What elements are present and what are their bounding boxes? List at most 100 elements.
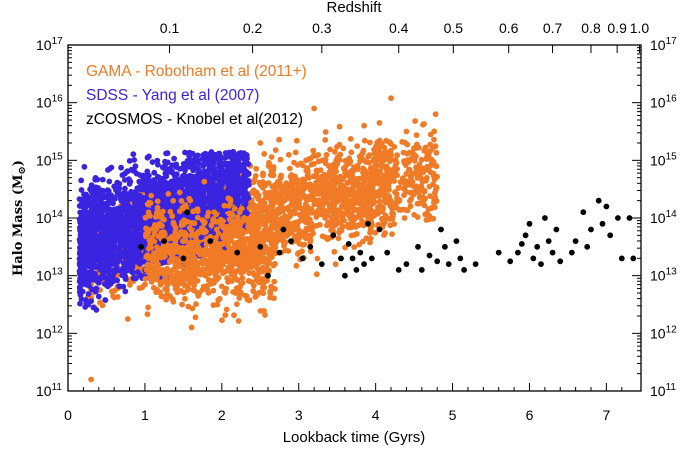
sdss-point <box>99 176 106 183</box>
sdss-point <box>237 150 244 156</box>
sdss-point <box>83 229 90 235</box>
gama-point <box>403 171 410 177</box>
gama-point <box>387 178 394 185</box>
gama-point <box>309 223 315 229</box>
sdss-point <box>229 154 235 161</box>
gama-point <box>164 291 171 297</box>
sdss-point <box>200 163 207 169</box>
sdss-point <box>176 176 183 183</box>
sdss-point <box>209 229 215 236</box>
sdss-point <box>172 202 179 209</box>
gama-point <box>414 170 421 176</box>
gama-point <box>194 214 201 221</box>
sdss-point <box>112 235 118 241</box>
gama-point <box>393 159 400 166</box>
gama-point <box>421 121 427 127</box>
gama-point <box>307 237 314 244</box>
gama-point <box>407 203 414 210</box>
gama-point <box>326 184 333 191</box>
gama-point <box>289 183 295 190</box>
sdss-point <box>79 226 86 233</box>
gama-point <box>158 293 165 300</box>
sdss-point <box>159 175 166 182</box>
sdss-point <box>217 201 223 208</box>
gama-point <box>357 214 364 221</box>
gama-point <box>249 250 256 256</box>
sdss-point <box>85 291 92 297</box>
gama-point <box>394 172 400 179</box>
gama-point <box>360 184 366 191</box>
sdss-point <box>128 166 135 173</box>
gama-point <box>319 233 326 240</box>
gama-point <box>422 195 428 202</box>
gama-point <box>314 255 321 262</box>
gama-point <box>304 173 311 179</box>
sdss-point <box>217 155 224 162</box>
gama-point <box>363 207 370 214</box>
gama-point <box>332 199 339 206</box>
gama-point <box>414 175 421 181</box>
sdss-point <box>158 193 165 200</box>
sdss-point <box>89 190 96 197</box>
gama-point <box>293 262 300 269</box>
sdss-point <box>240 174 247 181</box>
gama-point <box>321 180 328 187</box>
gama-point <box>347 136 354 142</box>
gama-point <box>293 137 300 144</box>
sdss-point <box>182 149 188 156</box>
sdss-point <box>106 166 113 172</box>
sdss-point <box>79 210 86 217</box>
sdss-point <box>180 161 187 167</box>
sdss-point <box>227 187 234 194</box>
gama-point <box>387 222 394 229</box>
sdss-point <box>116 267 123 274</box>
sdss-point <box>92 195 98 201</box>
sdss-point <box>125 255 132 262</box>
sdss-point <box>245 171 252 177</box>
gama-point <box>379 215 385 222</box>
gama-point <box>318 205 325 211</box>
sdss-point <box>245 195 252 201</box>
sdss-point <box>88 182 95 189</box>
gama-point <box>275 183 281 189</box>
sdss-point <box>81 163 88 170</box>
sdss-point <box>86 276 93 282</box>
gama-point <box>371 194 377 201</box>
sdss-point <box>215 151 222 157</box>
gama-point <box>383 174 389 180</box>
sdss-point <box>129 264 136 271</box>
gama-point <box>259 208 265 215</box>
gama-point <box>286 165 293 172</box>
gama-point <box>368 207 375 214</box>
gama-point <box>169 213 176 220</box>
sdss-point <box>89 229 96 236</box>
gama-point <box>363 235 370 242</box>
gama-point <box>158 279 165 286</box>
gama-point <box>276 136 282 143</box>
sdss-point <box>119 203 126 210</box>
gama-point <box>400 149 407 156</box>
gama-point <box>126 282 133 288</box>
gama-point <box>308 161 315 168</box>
gama-point <box>366 152 373 158</box>
gama-point <box>420 169 426 176</box>
gama-point <box>332 148 338 155</box>
sdss-point <box>84 253 90 259</box>
gama-point <box>430 181 436 188</box>
sdss-point <box>90 223 97 230</box>
gama-point <box>150 284 157 291</box>
gama-point <box>315 158 322 165</box>
sdss-point <box>121 177 128 183</box>
gama-point <box>331 248 338 255</box>
gama-point <box>222 312 229 318</box>
gama-point <box>336 186 342 193</box>
gama-point <box>401 186 408 192</box>
gama-point <box>210 287 217 294</box>
sdss-point <box>150 177 157 183</box>
sdss-point <box>130 275 137 282</box>
gama-point <box>275 221 282 227</box>
gama-point <box>387 168 393 175</box>
sdss-point <box>110 267 117 274</box>
gama-point <box>336 141 343 148</box>
sdss-point <box>77 218 84 224</box>
